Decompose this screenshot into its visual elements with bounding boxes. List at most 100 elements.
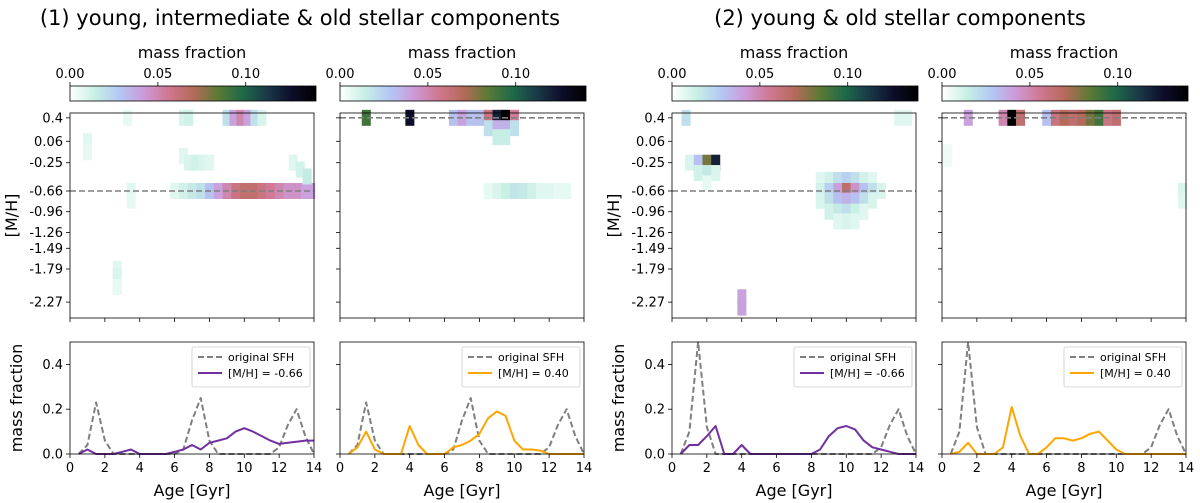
heatmap-cell bbox=[483, 120, 493, 137]
heatmap-cell bbox=[257, 109, 267, 126]
heatmap-cell bbox=[405, 109, 415, 126]
heatmap-ytick-label: -0.25 bbox=[631, 156, 665, 171]
heatmap-ytick-label: -1.49 bbox=[631, 242, 665, 257]
heatmap-cell bbox=[868, 171, 878, 188]
heatmap-cell bbox=[824, 203, 834, 220]
lineplot-xtick-label: 8 bbox=[1077, 461, 1085, 476]
legend-label: [M/H] = -0.66 bbox=[830, 367, 905, 380]
lineplot-xtick-label: 12 bbox=[873, 461, 890, 476]
heatmap-cell bbox=[536, 182, 546, 199]
heatmap-cell bbox=[178, 109, 188, 126]
lineplot-ytick-label: 0.0 bbox=[42, 448, 63, 463]
heatmap-cell bbox=[553, 182, 563, 199]
figure-title-1: (1) young, intermediate & old stellar co… bbox=[39, 6, 561, 30]
legend-label: original SFH bbox=[1100, 351, 1166, 364]
colorbar-label: mass fraction bbox=[138, 43, 247, 62]
lineplot-xtick-label: 4 bbox=[406, 461, 414, 476]
heatmap-cell bbox=[841, 203, 851, 220]
heatmap-cell bbox=[998, 109, 1008, 126]
heatmap-cell bbox=[833, 171, 843, 188]
heatmap-cell bbox=[492, 120, 502, 137]
heatmap-cell bbox=[112, 278, 122, 295]
series-original-sfh-line bbox=[77, 397, 315, 455]
lineplot-xlabel: Age [Gyr] bbox=[424, 481, 501, 500]
lineplot-xtick-label: 4 bbox=[136, 461, 144, 476]
heatmap-ylabel: [M/H] bbox=[604, 194, 623, 238]
heatmap-cell bbox=[824, 192, 834, 209]
lineplot-xtick-label: 4 bbox=[738, 461, 746, 476]
heatmap-ytick-label: 0.4 bbox=[42, 111, 63, 126]
lineplot-frame bbox=[339, 341, 585, 455]
heatmap-cell bbox=[850, 192, 860, 209]
legend-label: [M/H] = 0.40 bbox=[498, 367, 569, 380]
heatmap-cell bbox=[492, 129, 502, 146]
heatmap-cell bbox=[1016, 109, 1026, 126]
heatmap-cell bbox=[1178, 182, 1188, 199]
heatmap-cell bbox=[693, 154, 703, 171]
heatmap-cell bbox=[702, 165, 712, 182]
heatmap-cell bbox=[841, 192, 851, 209]
heatmap-cell bbox=[306, 182, 316, 199]
colorbar bbox=[671, 85, 919, 102]
colorbar-tick-label: 0.00 bbox=[928, 67, 957, 82]
heatmap-cell bbox=[850, 213, 860, 230]
heatmap-cell bbox=[711, 165, 721, 182]
heatmap-cell bbox=[198, 154, 208, 171]
heatmap-ytick-label: -0.66 bbox=[29, 184, 63, 199]
lineplot-ylabel: mass fraction bbox=[609, 344, 628, 453]
lineplot-ytick-label: 0.4 bbox=[42, 358, 63, 373]
heatmap-cell bbox=[963, 109, 973, 126]
lineplot-xtick-label: 6 bbox=[772, 461, 780, 476]
figure-title-2: (2) young & old stellar components bbox=[714, 6, 1086, 30]
colorbar-tick-label: 0.00 bbox=[326, 67, 355, 82]
lineplot-xtick-label: 10 bbox=[838, 461, 855, 476]
colorbar-label: mass fraction bbox=[408, 43, 517, 62]
heatmap-cell bbox=[859, 192, 869, 209]
heatmap-ytick-label: 0.06 bbox=[34, 135, 63, 150]
heatmap-cell bbox=[518, 182, 528, 199]
legend-label: original SFH bbox=[830, 351, 896, 364]
heatmap-cell bbox=[243, 109, 253, 126]
heatmap-cell bbox=[544, 182, 554, 199]
legend-label: [M/H] = 0.40 bbox=[1100, 367, 1171, 380]
heatmap-cell bbox=[859, 171, 869, 188]
heatmap-cell bbox=[833, 213, 843, 230]
heatmap-cell bbox=[833, 203, 843, 220]
lineplot-xtick-label: 14 bbox=[908, 461, 925, 476]
lineplot-xtick-label: 2 bbox=[973, 461, 981, 476]
lineplot-frame bbox=[941, 341, 1187, 455]
heatmap-cell bbox=[501, 120, 511, 137]
heatmap-ytick-label: -0.25 bbox=[29, 156, 63, 171]
heatmap-cell bbox=[483, 182, 493, 199]
heatmap-ytick-label: -1.79 bbox=[29, 262, 63, 277]
lineplot-frame bbox=[69, 341, 315, 455]
heatmap-cell bbox=[184, 154, 194, 171]
heatmap-cell bbox=[302, 168, 312, 185]
colorbar-tick-label: 0.05 bbox=[413, 67, 442, 82]
heatmap-cell bbox=[824, 171, 834, 188]
colorbar-tick-label: 0.00 bbox=[658, 67, 687, 82]
lineplot-xtick-label: 14 bbox=[1178, 461, 1195, 476]
lineplot-xtick-label: 14 bbox=[306, 461, 323, 476]
series-original-sfh-line bbox=[347, 397, 585, 455]
lineplot-xlabel: Age [Gyr] bbox=[154, 481, 231, 500]
lineplot-xlabel: Age [Gyr] bbox=[1026, 481, 1103, 500]
heatmap-ytick-label: -1.49 bbox=[29, 242, 63, 257]
colorbar-tick-label: 0.05 bbox=[745, 67, 774, 82]
lineplot-ytick-label: 0.4 bbox=[644, 358, 665, 373]
heatmap-ylabel: [M/H] bbox=[2, 194, 21, 238]
series-metallicity-line bbox=[950, 406, 1186, 455]
heatmap-frame bbox=[671, 112, 917, 319]
colorbar-tick-label: 0.10 bbox=[833, 67, 862, 82]
heatmap-cell bbox=[942, 151, 952, 168]
heatmap-cell bbox=[1178, 192, 1188, 209]
heatmap-frame bbox=[941, 112, 1187, 319]
lineplot-xtick-label: 12 bbox=[271, 461, 288, 476]
lineplot-xtick-label: 4 bbox=[1008, 461, 1016, 476]
heatmap-ytick-label: 0.4 bbox=[644, 111, 665, 126]
heatmap-cell bbox=[737, 289, 747, 306]
heatmap-cell bbox=[850, 171, 860, 188]
heatmap-ytick-label: -1.26 bbox=[29, 226, 63, 241]
lineplot-xtick-label: 10 bbox=[1108, 461, 1125, 476]
